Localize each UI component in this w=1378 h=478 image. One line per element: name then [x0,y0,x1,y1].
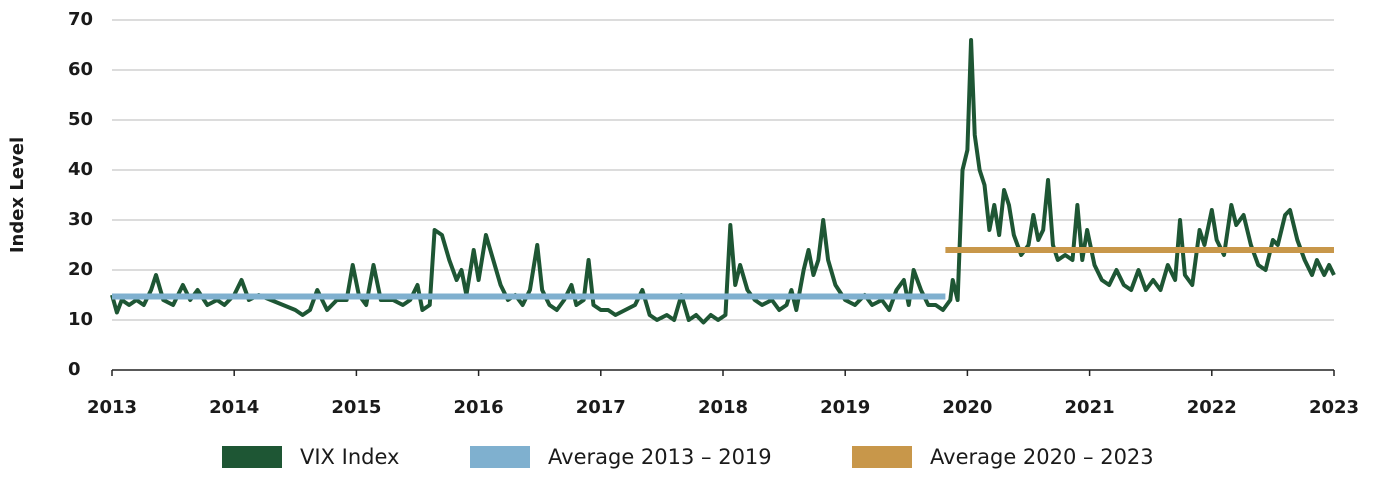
x-tick-label: 2020 [942,397,992,418]
y-tick-label: 20 [68,259,93,280]
x-tick-label: 2017 [576,397,626,418]
x-tick-label: 2014 [209,397,259,418]
legend-swatch [470,446,530,468]
legend-label: VIX Index [300,445,399,469]
y-tick-label: 60 [68,59,93,80]
x-tick-label: 2015 [331,397,381,418]
x-tick-label: 2016 [454,397,504,418]
legend-swatch [222,446,282,468]
y-tick-label: 0 [68,359,81,380]
x-tick-label: 2021 [1065,397,1115,418]
legend-swatch [852,446,912,468]
x-tick-label: 2023 [1309,397,1359,418]
line-series [110,38,1336,325]
y-tick-label: 30 [68,209,93,230]
x-tick-label: 2013 [87,397,137,418]
y-tick-label: 40 [68,159,93,180]
x-tick-label: 2022 [1187,397,1237,418]
y-tick-label: 70 [68,9,93,30]
y-tick-label: 10 [68,309,93,330]
legend-label: Average 2013 – 2019 [548,445,772,469]
legend-label: Average 2020 – 2023 [930,445,1154,469]
x-tick-label: 2019 [820,397,870,418]
x-tick-label: 2018 [698,397,748,418]
y-tick-label: 50 [68,109,93,130]
y-axis-label: Index Level [7,137,28,253]
